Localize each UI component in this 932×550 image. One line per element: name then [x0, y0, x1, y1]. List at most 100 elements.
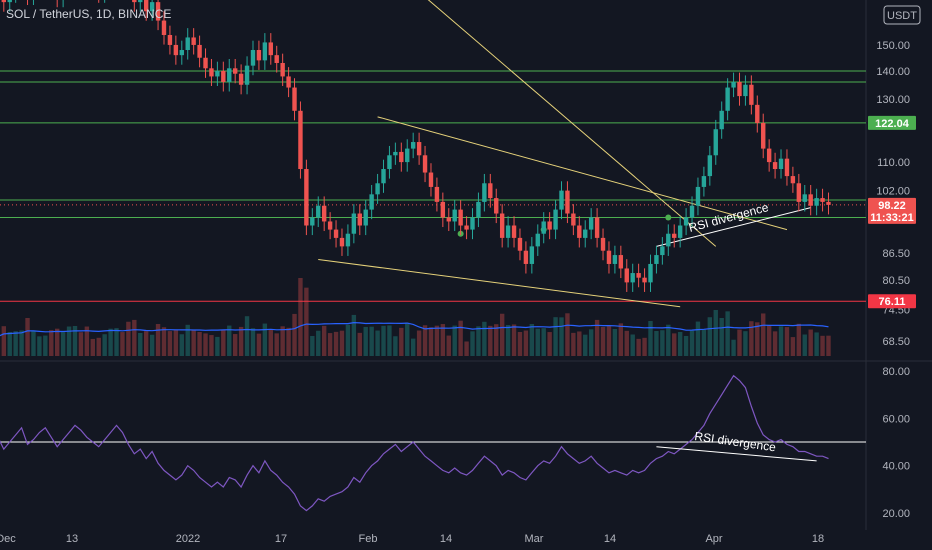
volume-bar	[60, 332, 66, 356]
volume-bar	[796, 323, 802, 356]
volume-bar	[126, 321, 131, 356]
volume-bar	[298, 278, 303, 356]
volume-bar	[339, 330, 345, 356]
candle	[179, 50, 184, 56]
volume-bar	[393, 336, 398, 356]
candle	[428, 172, 434, 187]
volume-bar	[43, 335, 48, 356]
candle	[476, 201, 481, 218]
volume-bars	[0, 278, 831, 356]
volume-bar	[588, 329, 594, 356]
candle	[731, 81, 736, 88]
symbol-title: SOL / TetherUS, 1D, BINANCE	[6, 7, 171, 21]
candle-countdown: 11:33:21	[870, 212, 913, 224]
volume-bar	[108, 328, 113, 356]
volume-bar	[114, 328, 119, 356]
candle	[209, 68, 214, 77]
candle	[132, 0, 137, 3]
volume-bar	[583, 334, 588, 356]
candle	[155, 2, 161, 21]
candle	[517, 237, 523, 251]
candle	[612, 255, 618, 264]
candle	[238, 73, 244, 85]
candle	[464, 225, 469, 230]
candle	[452, 209, 457, 222]
volume-bar	[755, 322, 760, 356]
volume-bar	[102, 334, 107, 356]
volume-bar	[642, 337, 647, 356]
volume-bar	[494, 324, 499, 356]
volume-bar	[19, 330, 24, 356]
volume-bar	[695, 321, 701, 356]
volume-bar	[772, 331, 778, 356]
volume-ma-line	[0, 321, 829, 337]
volume-bar	[262, 323, 268, 356]
candle	[600, 237, 606, 251]
candle	[666, 233, 671, 247]
candle	[292, 87, 297, 111]
volume-bar	[553, 317, 558, 356]
candle	[381, 169, 386, 184]
volume-bar	[505, 325, 511, 356]
candle	[7, 0, 12, 3]
time-tick-label: 13	[66, 533, 78, 545]
candle	[618, 255, 624, 269]
candle	[167, 34, 173, 45]
volume-bar	[304, 287, 309, 356]
volume-bar	[250, 328, 256, 356]
rsi-pane	[0, 374, 866, 512]
volume-bar	[405, 322, 410, 356]
price-tick-label: 102.00	[876, 186, 910, 198]
volume-bar	[149, 334, 155, 356]
volume-bar	[749, 321, 754, 356]
rsi-tick-label: 40.00	[882, 461, 910, 473]
price-divergence-line	[656, 207, 811, 247]
volume-bar	[606, 325, 612, 356]
volume-bar	[499, 313, 505, 356]
candle	[173, 44, 179, 56]
candle	[606, 250, 612, 264]
volume-bar	[357, 332, 362, 356]
volume-bar	[790, 337, 796, 356]
volume-bar	[238, 326, 244, 356]
candle	[422, 155, 428, 173]
volume-bar	[138, 333, 143, 356]
candle	[191, 37, 196, 45]
rsi-divergence-line	[656, 446, 817, 462]
candle	[488, 183, 493, 199]
candle	[410, 142, 416, 149]
price-tag-value: 98.22	[878, 200, 906, 212]
volume-bar	[66, 326, 72, 356]
candle	[321, 205, 327, 222]
candle	[215, 71, 220, 77]
candle	[470, 217, 475, 230]
candle	[161, 20, 167, 35]
volume-bar	[778, 326, 784, 356]
candle	[743, 84, 748, 97]
candle	[227, 68, 232, 82]
horizontal-levels	[0, 70, 866, 302]
candle	[796, 183, 802, 202]
volume-bar	[13, 331, 18, 356]
volume-bar	[191, 329, 196, 356]
candle	[499, 213, 505, 238]
volume-bar	[120, 332, 125, 356]
volume-bar	[173, 329, 179, 356]
candle	[1, 0, 6, 3]
candle	[689, 205, 695, 218]
candle	[268, 42, 273, 56]
volume-bar	[416, 330, 422, 356]
volume-bar	[143, 331, 149, 356]
price-tick-label: 140.00	[876, 66, 910, 78]
volume-bar	[387, 325, 392, 356]
volume-bar	[327, 333, 333, 356]
candle	[185, 37, 190, 51]
volume-bar	[523, 330, 529, 356]
volume-bar	[410, 338, 416, 356]
volume-bar	[535, 328, 540, 356]
volume-bar	[814, 332, 819, 356]
volume-bar	[677, 332, 683, 356]
candle	[784, 158, 790, 177]
currency-button[interactable]: USDT	[883, 5, 921, 25]
